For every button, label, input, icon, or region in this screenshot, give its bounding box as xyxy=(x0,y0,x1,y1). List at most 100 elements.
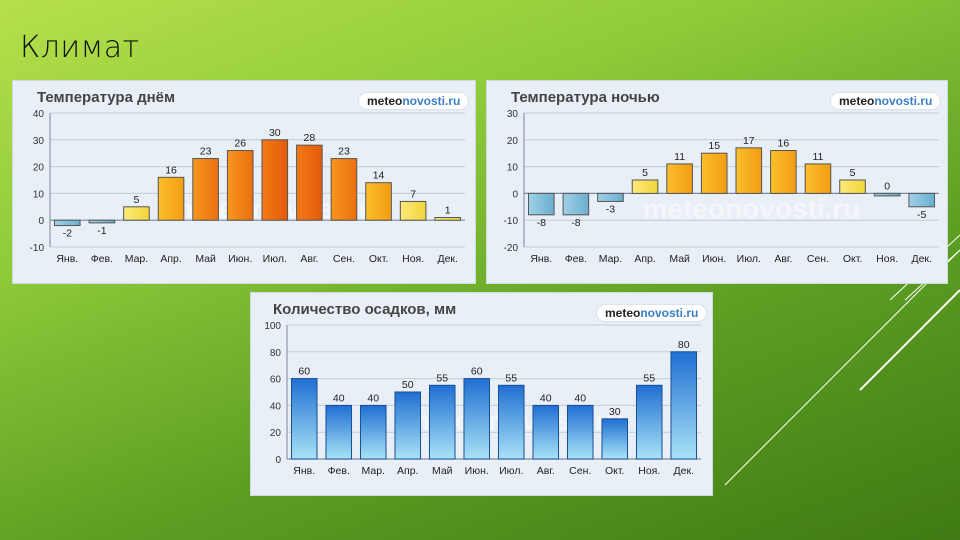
y-tick-label: 10 xyxy=(507,163,519,174)
data-label: 7 xyxy=(410,188,416,200)
data-label: 40 xyxy=(367,392,379,404)
data-label: 28 xyxy=(304,132,316,144)
y-tick-label: -10 xyxy=(504,216,519,227)
brand-logo: meteonovosti.ru xyxy=(359,93,469,109)
x-tick-label: Май xyxy=(669,253,690,265)
data-label: 5 xyxy=(134,194,140,206)
x-tick-label: Окт. xyxy=(369,253,388,265)
brand-part1: meteo xyxy=(605,306,641,320)
brand-part2: novosti.ru xyxy=(640,306,699,320)
x-tick-label: Апр. xyxy=(397,465,418,477)
x-tick-label: Окт. xyxy=(605,465,624,477)
bar xyxy=(463,378,491,460)
bar xyxy=(601,418,629,460)
bar xyxy=(123,206,150,221)
data-label: 60 xyxy=(298,366,310,378)
x-tick-label: Авг. xyxy=(300,253,318,265)
x-tick-label: Фев. xyxy=(91,253,113,265)
bar xyxy=(399,200,427,221)
x-tick-label: Июн. xyxy=(228,253,252,265)
data-label: 23 xyxy=(200,146,212,158)
bar xyxy=(666,163,693,194)
data-label: 50 xyxy=(402,379,414,391)
x-tick-label: Июн. xyxy=(702,253,726,265)
x-tick-label: Янв. xyxy=(56,253,78,265)
data-label: 16 xyxy=(778,138,790,150)
x-tick-label: Мар. xyxy=(125,253,148,265)
y-tick-label: 60 xyxy=(270,375,282,386)
data-label: 30 xyxy=(269,127,281,139)
data-label: 5 xyxy=(642,167,648,179)
bar xyxy=(532,404,560,460)
data-label: 40 xyxy=(540,392,552,404)
bar xyxy=(192,158,219,221)
x-tick-label: Авг. xyxy=(774,253,792,265)
data-label: -2 xyxy=(63,228,72,240)
y-tick-label: -10 xyxy=(30,243,45,254)
x-tick-label: Май xyxy=(195,253,216,265)
data-label: 1 xyxy=(445,205,451,217)
data-label: 11 xyxy=(674,151,685,163)
chart-title: Температура ночью xyxy=(511,89,660,106)
x-tick-label: Дек. xyxy=(437,253,457,265)
brand-part1: meteo xyxy=(367,94,403,108)
x-tick-label: Мар. xyxy=(362,465,385,477)
data-label: 40 xyxy=(333,392,345,404)
x-tick-label: Янв. xyxy=(293,465,315,477)
x-tick-label: Сен. xyxy=(569,465,591,477)
bar xyxy=(908,192,936,208)
bar xyxy=(839,179,866,194)
chart-panel-precipitation: meteonovosti.ru 0 20 40 60 80 100 60 Янв. 40 Фев. 4… xyxy=(250,292,713,496)
x-tick-label: Окт. xyxy=(843,253,862,265)
brand-part2: novosti.ru xyxy=(402,94,461,108)
bar xyxy=(873,192,901,197)
y-tick-label: 40 xyxy=(270,401,282,412)
y-tick-label: 30 xyxy=(33,136,45,147)
y-tick-label: 10 xyxy=(33,189,45,200)
bar xyxy=(434,217,462,221)
x-tick-label: Дек. xyxy=(674,465,694,477)
data-label: -1 xyxy=(97,225,106,237)
bar xyxy=(527,192,555,216)
bar xyxy=(631,179,659,194)
data-label: 40 xyxy=(574,392,586,404)
bar xyxy=(330,158,358,221)
x-tick-label: Фев. xyxy=(328,465,350,477)
data-label: 0 xyxy=(884,180,890,192)
bar xyxy=(359,404,387,460)
x-tick-label: Июл. xyxy=(737,253,761,265)
data-label: 55 xyxy=(643,372,655,384)
data-label: 14 xyxy=(373,170,385,182)
data-label: 23 xyxy=(338,146,350,158)
y-tick-label: 20 xyxy=(507,136,519,147)
bar xyxy=(296,144,323,221)
bar xyxy=(261,139,289,221)
data-label: 11 xyxy=(813,151,824,163)
bar xyxy=(428,384,456,460)
bar xyxy=(88,219,116,224)
chart-title: Температура днём xyxy=(37,89,176,106)
x-tick-label: Мар. xyxy=(599,253,622,265)
bar xyxy=(394,391,422,460)
bar xyxy=(670,351,698,460)
data-label: 55 xyxy=(505,372,517,384)
y-tick-label: 20 xyxy=(33,163,45,174)
bar xyxy=(735,147,763,194)
x-tick-label: Фев. xyxy=(565,253,587,265)
x-tick-label: Ноя. xyxy=(638,465,660,477)
y-tick-label: 0 xyxy=(275,455,281,466)
chart-panel-day-temp: meteonovosti.ru -10 0 10 20 30 40 -2 Янв. -1 Фев. 5… xyxy=(12,80,476,284)
bar xyxy=(497,384,525,460)
brand-part1: meteo xyxy=(839,94,875,108)
x-tick-label: Янв. xyxy=(530,253,552,265)
bar xyxy=(290,378,318,460)
x-tick-label: Апр. xyxy=(634,253,655,265)
data-label: -8 xyxy=(571,217,580,229)
data-label: -5 xyxy=(917,209,926,221)
data-label: 15 xyxy=(708,140,720,152)
bar xyxy=(325,404,353,460)
chart-night-temp: meteonovosti.ru -20 -10 0 10 20 30 -8 Янв. -8 Фев.… xyxy=(504,109,939,265)
x-tick-label: Авг. xyxy=(537,465,555,477)
y-tick-label: 40 xyxy=(33,109,45,120)
bar xyxy=(53,219,81,227)
